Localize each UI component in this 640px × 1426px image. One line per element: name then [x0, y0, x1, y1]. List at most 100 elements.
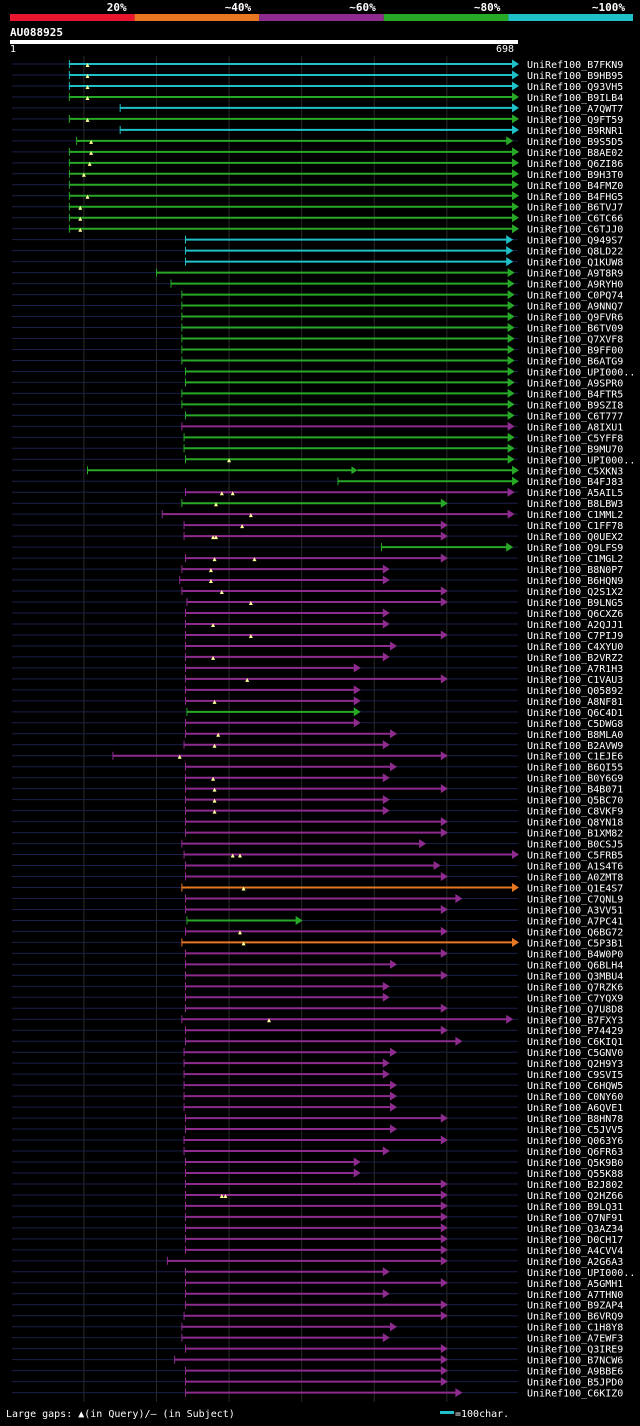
hit-label[interactable]: UniRef100_A8NF81 — [527, 697, 623, 708]
hit-label[interactable]: UniRef100_B8LBW3 — [527, 499, 623, 510]
hit-label[interactable]: UniRef100_B6VRQ9 — [527, 1312, 623, 1323]
alignment-row[interactable]: UniRef100_C7YQX9 — [12, 992, 623, 1005]
alignment-row[interactable]: UniRef100_C8VKF9 — [12, 806, 623, 818]
hit-label[interactable]: UniRef100_Q2HZ66 — [527, 1191, 623, 1202]
alignment-row[interactable]: UniRef100_B1XM82 — [12, 828, 623, 840]
alignment-row[interactable]: UniRef100_A9SPR0 — [12, 377, 623, 390]
alignment-row[interactable]: UniRef100_Q2S1X2 — [12, 586, 623, 599]
alignment-row[interactable]: UniRef100_P74429 — [12, 1025, 623, 1038]
alignment-row[interactable]: UniRef100_Q8LD22 — [12, 246, 623, 258]
alignment-row[interactable]: UniRef100_C1VAU3 — [12, 674, 623, 686]
alignment-row[interactable]: UniRef100_B2J802 — [12, 1179, 623, 1191]
hit-label[interactable]: UniRef100_C1MML2 — [527, 510, 623, 521]
alignment-row[interactable]: UniRef100_B2VRZ2 — [12, 652, 623, 664]
hit-label[interactable]: UniRef100_B9ILB4 — [527, 93, 623, 104]
alignment-row[interactable]: UniRef100_B4B071 — [12, 784, 623, 796]
alignment-row[interactable]: UniRef100_C1H8Y8 — [12, 1322, 623, 1334]
hit-label[interactable]: UniRef100_A0ZMT8 — [527, 873, 623, 884]
alignment-row[interactable]: UniRef100_Q93VH5 — [12, 81, 623, 93]
alignment-row[interactable]: UniRef100_A5AIL5 — [12, 487, 623, 500]
alignment-row[interactable]: UniRef100_C9SVI5 — [12, 1069, 623, 1082]
alignment-row[interactable]: UniRef100_B4FHG5 — [12, 191, 623, 203]
hit-label[interactable]: UniRef100_B7FXY3 — [527, 1015, 623, 1026]
hit-label[interactable]: UniRef100_P74429 — [527, 1026, 623, 1037]
alignment-row[interactable]: UniRef100_Q063Y6 — [12, 1135, 623, 1148]
hit-label[interactable]: UniRef100_C5JVV5 — [527, 1125, 623, 1136]
hit-label[interactable]: UniRef100_B1XM82 — [527, 829, 623, 840]
alignment-row[interactable]: UniRef100_B6QI55 — [12, 762, 623, 774]
alignment-row[interactable]: UniRef100_C7QNL9 — [12, 893, 623, 906]
hit-label[interactable]: UniRef100_A7R1H3 — [527, 664, 623, 675]
hit-label[interactable]: UniRef100_B6TVJ7 — [527, 203, 623, 214]
hit-label[interactable]: UniRef100_B4FMZ0 — [527, 181, 623, 192]
hit-label[interactable]: UniRef100_B9S5D5 — [527, 137, 623, 148]
alignment-row[interactable]: UniRef100_B4FJ83 — [12, 476, 623, 489]
alignment-row[interactable]: UniRef100_Q3AZ34 — [12, 1223, 623, 1235]
hit-label[interactable]: UniRef100_UPI000.. — [527, 367, 635, 378]
alignment-row[interactable]: UniRef100_B9S5D5 — [12, 136, 623, 148]
hit-label[interactable]: UniRef100_C6KIQ1 — [527, 1037, 623, 1048]
alignment-row[interactable]: UniRef100_Q3IRE9 — [12, 1344, 623, 1356]
alignment-row[interactable]: UniRef100_C6KIZ0 — [12, 1388, 623, 1400]
alignment-row[interactable]: UniRef100_C0PQ74 — [12, 290, 623, 302]
alignment-row[interactable]: UniRef100_B4FTR5 — [12, 388, 623, 401]
hit-label[interactable]: UniRef100_C7PIJ9 — [527, 631, 623, 642]
alignment-row[interactable]: UniRef100_B2AVW9 — [12, 740, 623, 752]
alignment-row[interactable]: UniRef100_C4XYU0 — [12, 641, 623, 653]
hit-label[interactable]: UniRef100_A8IXU1 — [527, 422, 623, 433]
hit-label[interactable]: UniRef100_A6QVE1 — [527, 1103, 623, 1114]
alignment-row[interactable]: UniRef100_C6TC66 — [12, 213, 623, 225]
alignment-row[interactable]: UniRef100_B7FKN9 — [12, 59, 623, 72]
alignment-row[interactable]: UniRef100_A9BBE6 — [12, 1366, 623, 1378]
hit-label[interactable]: UniRef100_B4FHG5 — [527, 192, 623, 203]
hit-label[interactable]: UniRef100_C1MGL2 — [527, 554, 623, 565]
alignment-row[interactable]: UniRef100_A7PC41 — [12, 915, 623, 928]
hit-label[interactable]: UniRef100_A9NNQ7 — [527, 302, 623, 313]
hit-label[interactable]: UniRef100_C6TJJ0 — [527, 225, 623, 236]
alignment-row[interactable]: UniRef100_B9H3T0 — [12, 169, 623, 181]
hit-label[interactable]: UniRef100_B2AVW9 — [527, 741, 623, 752]
alignment-row[interactable]: UniRef100_Q7RZK6 — [12, 981, 623, 994]
alignment-row[interactable]: UniRef100_C6HQW5 — [12, 1080, 623, 1093]
hit-label[interactable]: UniRef100_B6ATG9 — [527, 356, 623, 367]
alignment-row[interactable]: UniRef100_B9ILB4 — [12, 92, 623, 104]
hit-label[interactable]: UniRef100_Q7XVF8 — [527, 335, 623, 346]
hit-label[interactable]: UniRef100_A3VV51 — [527, 905, 623, 916]
hit-label[interactable]: UniRef100_C6T777 — [527, 411, 623, 422]
alignment-row[interactable]: UniRef100_B6TVJ7 — [12, 202, 623, 214]
alignment-row[interactable]: UniRef100_B6HQN9 — [12, 575, 623, 588]
alignment-row[interactable]: UniRef100_Q1KUW8 — [12, 257, 623, 269]
alignment-row[interactable]: UniRef100_C5JVV5 — [12, 1124, 623, 1137]
alignment-row[interactable]: UniRef100_A9NNQ7 — [12, 301, 623, 313]
hit-label[interactable]: UniRef100_B8N0P7 — [527, 565, 623, 576]
hit-label[interactable]: UniRef100_Q7RZK6 — [527, 982, 623, 993]
hit-label[interactable]: UniRef100_Q5K9B0 — [527, 1158, 623, 1169]
alignment-row[interactable]: UniRef100_A9T8R9 — [12, 268, 623, 280]
alignment-row[interactable]: UniRef100_Q55K88 — [12, 1168, 623, 1180]
hit-label[interactable]: UniRef100_C9SVI5 — [527, 1070, 623, 1081]
alignment-row[interactable]: UniRef100_Q5K9B0 — [12, 1157, 623, 1170]
hit-label[interactable]: UniRef100_Q55K88 — [527, 1169, 623, 1180]
hit-label[interactable]: UniRef100_B9RNR1 — [527, 126, 623, 137]
hit-label[interactable]: UniRef100_C5P3B1 — [527, 938, 623, 949]
alignment-row[interactable]: UniRef100_C1FF78 — [12, 520, 623, 533]
alignment-row[interactable]: UniRef100_A3VV51 — [12, 904, 623, 917]
alignment-row[interactable]: UniRef100_Q7XVF8 — [12, 334, 623, 346]
hit-label[interactable]: UniRef100_A7QWT7 — [527, 104, 623, 115]
alignment-row[interactable]: UniRef100_Q3MBU4 — [12, 970, 623, 983]
alignment-row[interactable]: UniRef100_C1MML2 — [12, 509, 623, 522]
alignment-row[interactable]: UniRef100_B9LQ31 — [12, 1201, 623, 1213]
alignment-row[interactable]: UniRef100_UPI000.. — [12, 454, 635, 467]
hit-label[interactable]: UniRef100_Q8YN18 — [527, 818, 623, 829]
alignment-row[interactable]: UniRef100_A5GMH1 — [12, 1278, 623, 1290]
hit-label[interactable]: UniRef100_Q2S1X2 — [527, 587, 623, 598]
hit-label[interactable]: UniRef100_C1FF78 — [527, 521, 623, 532]
alignment-row[interactable]: UniRef100_B8HN78 — [12, 1113, 623, 1126]
hit-label[interactable]: UniRef100_B6HQN9 — [527, 576, 623, 587]
alignment-row[interactable]: UniRef100_A7QWT7 — [12, 103, 623, 115]
alignment-row[interactable]: UniRef100_C0NY60 — [12, 1091, 623, 1104]
hit-label[interactable]: UniRef100_Q6ZI86 — [527, 159, 623, 170]
alignment-row[interactable]: UniRef100_Q05892 — [12, 685, 623, 697]
alignment-row[interactable]: UniRef100_C6KIQ1 — [12, 1036, 623, 1049]
alignment-row[interactable]: UniRef100_Q8YN18 — [12, 817, 623, 829]
